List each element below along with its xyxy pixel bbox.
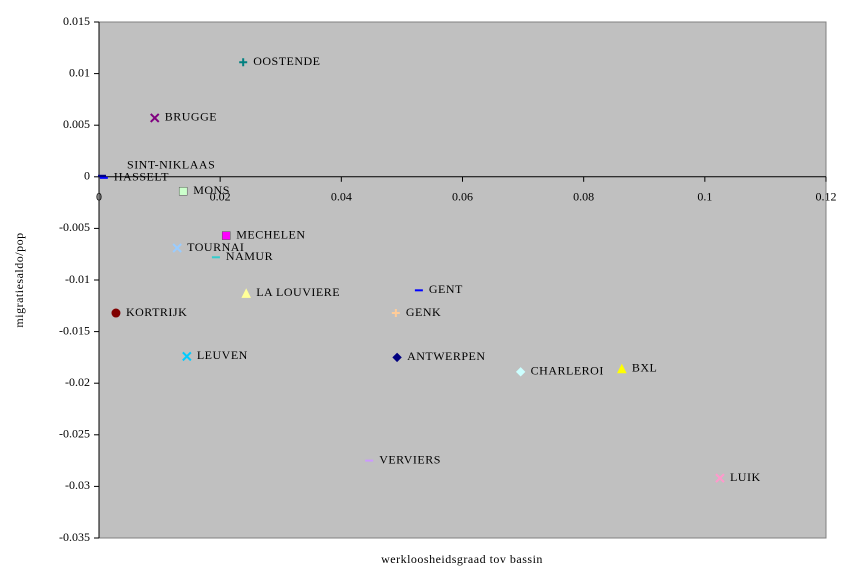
point-label: SINT-NIKLAAS — [127, 158, 215, 172]
x-tick-label: 0.04 — [331, 190, 352, 204]
point-label: OOSTENDE — [253, 54, 320, 68]
point-label: GENT — [429, 282, 463, 296]
point — [182, 351, 192, 362]
point-label: VERVIERS — [379, 452, 441, 466]
x-tick-label: 0.08 — [573, 190, 594, 204]
point-label: NAMUR — [226, 249, 273, 263]
point — [221, 231, 231, 240]
point-label: MONS — [193, 183, 230, 197]
point — [111, 308, 121, 318]
point-label: LEUVEN — [197, 348, 248, 362]
point — [392, 352, 402, 363]
y-tick-label: -0.015 — [59, 323, 90, 337]
y-tick-label: -0.03 — [65, 478, 90, 492]
y-tick-label: -0.035 — [59, 530, 90, 544]
point-label: KORTRIJK — [126, 305, 187, 319]
x-tick-label: 0.02 — [210, 190, 231, 204]
y-tick-label: 0.01 — [69, 65, 90, 79]
point-label: TOURNAI — [187, 240, 244, 254]
x-tick-label: 0 — [96, 190, 102, 204]
y-tick-label: -0.005 — [59, 220, 90, 234]
point — [391, 309, 400, 318]
point — [715, 473, 725, 483]
point-label: ANTWERPEN — [407, 349, 486, 363]
x-tick-label: 0.12 — [816, 190, 837, 204]
point-label: GENK — [406, 305, 441, 319]
point-label: LA LOUVIERE — [256, 285, 340, 299]
point — [172, 243, 182, 253]
point — [178, 186, 188, 196]
x-tick-label: 0.1 — [697, 190, 712, 204]
point-label: LUIK — [730, 470, 761, 484]
x-axis-label: werkloosheidsgraad tov bassin — [381, 552, 543, 566]
point — [150, 113, 160, 123]
y-tick-label: -0.025 — [59, 427, 90, 441]
x-tick-label: 0.06 — [452, 190, 473, 204]
y-tick-label: 0.005 — [63, 117, 90, 131]
point — [241, 288, 252, 298]
point-label: MECHELEN — [236, 227, 305, 241]
point — [515, 367, 526, 377]
point-label: HASSELT — [114, 170, 169, 184]
y-tick-label: -0.02 — [65, 375, 90, 389]
y-tick-label: -0.01 — [65, 272, 90, 286]
y-tick-label: 0 — [84, 169, 90, 183]
plot-area — [98, 21, 827, 539]
y-tick-label: 0.015 — [63, 14, 90, 28]
point — [239, 58, 248, 67]
point — [617, 363, 627, 374]
point-label: BRUGGE — [165, 110, 217, 124]
y-axis-label: migratiesaldo/pop — [12, 232, 26, 327]
point-label: BXL — [632, 361, 658, 375]
point-label: CHARLEROI — [531, 364, 604, 378]
